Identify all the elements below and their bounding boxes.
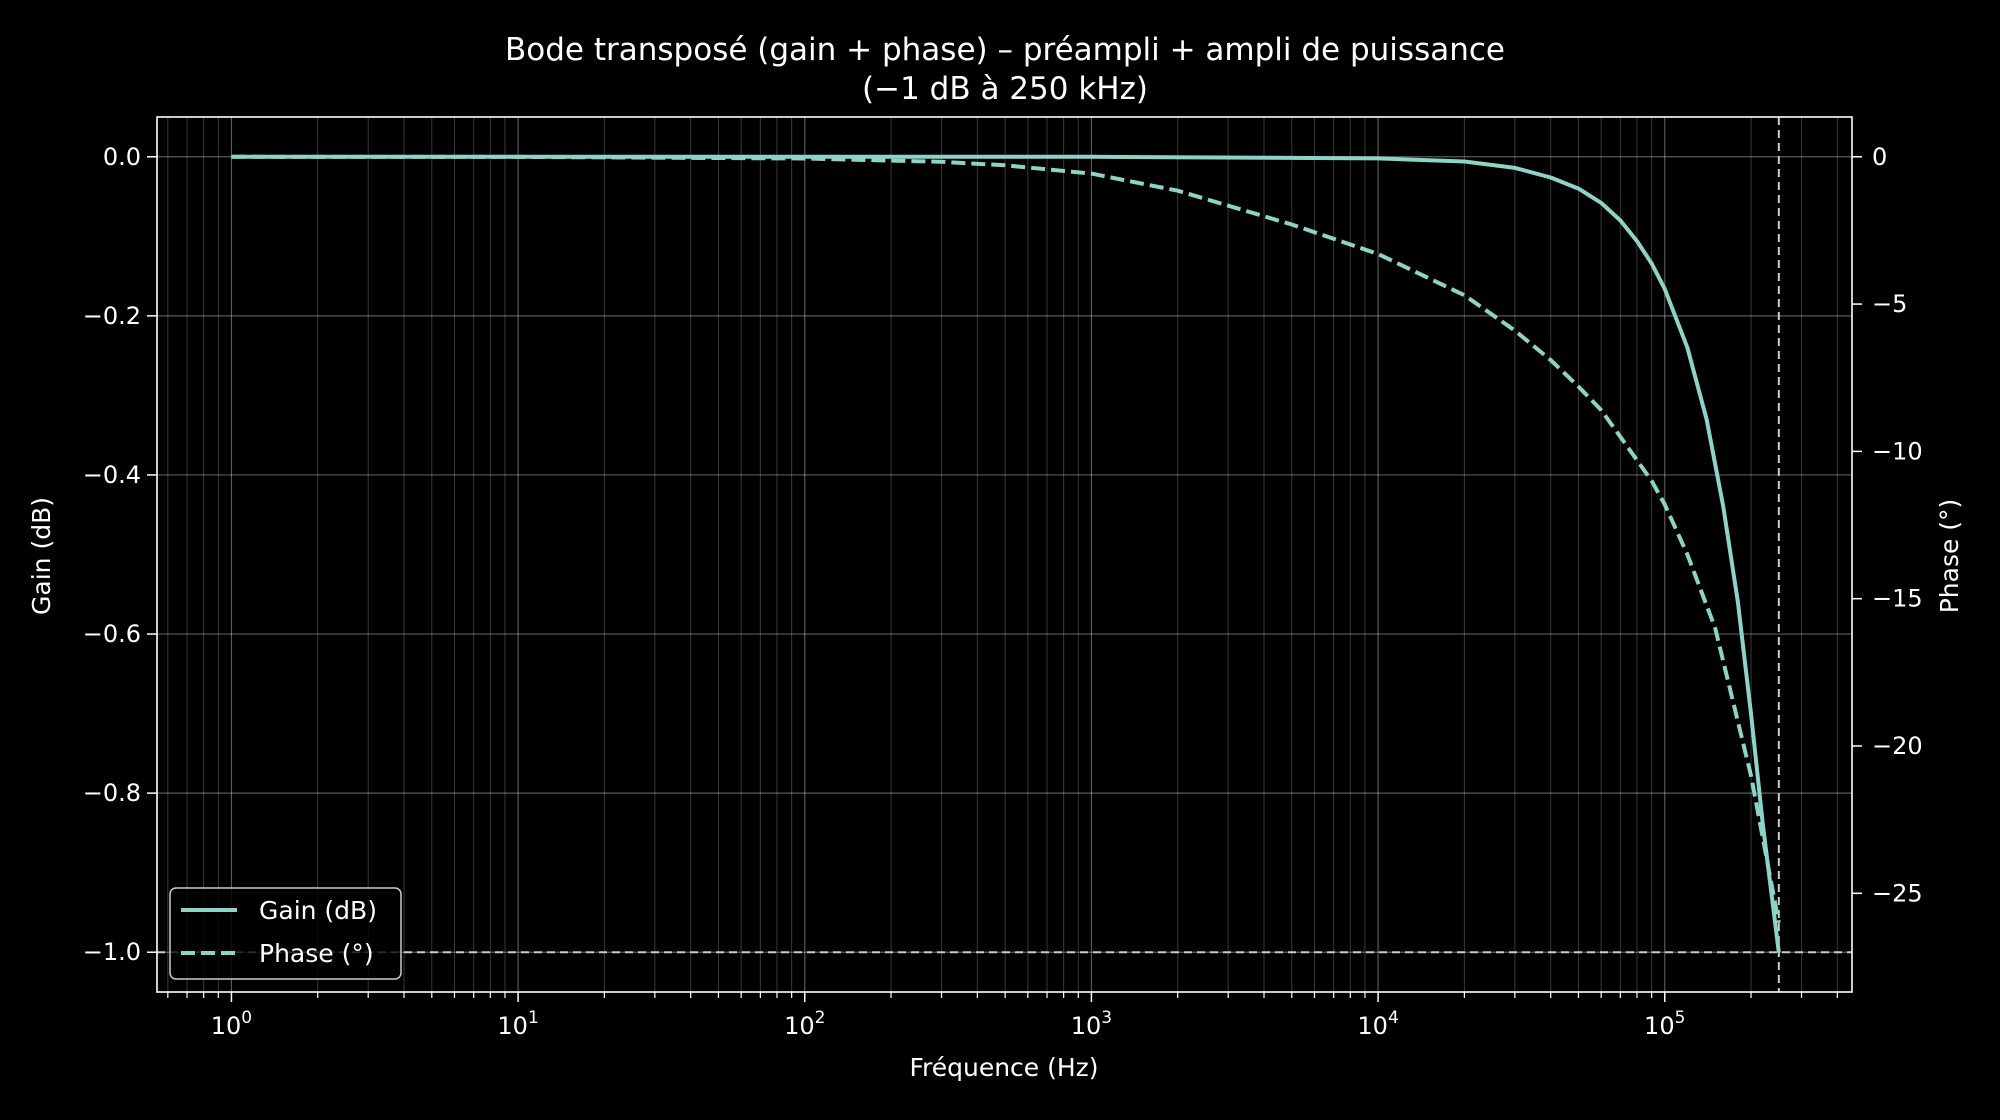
y2-tick-label: −10 — [1872, 437, 1923, 465]
x-tick-label-base: 10 — [497, 1012, 528, 1040]
x-tick-label: 105 — [1644, 1008, 1685, 1040]
x-tick-label: 102 — [784, 1008, 825, 1040]
x-tick-label: 103 — [1071, 1008, 1112, 1040]
reference-lines — [157, 117, 1852, 992]
x-tick-label-base: 10 — [1644, 1012, 1675, 1040]
x-tick-label: 104 — [1357, 1008, 1398, 1040]
x-tick-label-exponent: 0 — [241, 1008, 252, 1028]
legend-gain-label: Gain (dB) — [259, 896, 377, 925]
y-tick-label: −0.6 — [83, 620, 141, 648]
x-tick-label-exponent: 5 — [1675, 1008, 1686, 1028]
x-axis-label: Fréquence (Hz) — [909, 1053, 1098, 1082]
x-tick-label-base: 10 — [211, 1012, 242, 1040]
y-tick-label: −0.8 — [83, 779, 141, 807]
x-tick-label-base: 10 — [784, 1012, 815, 1040]
legend: Gain (dB) Phase (°) — [169, 887, 402, 980]
y2-tick-label: −15 — [1872, 585, 1923, 613]
plot-frame — [156, 116, 1853, 993]
y2-axis-label: Phase (°) — [1935, 499, 1964, 614]
x-tick-label-exponent: 2 — [815, 1008, 826, 1028]
x-tick-label: 101 — [497, 1008, 538, 1040]
x-tick-label-exponent: 3 — [1101, 1008, 1112, 1028]
x-tick-label-base: 10 — [1071, 1012, 1102, 1040]
y2-tick-label: −5 — [1872, 290, 1907, 318]
y-tick-label: −0.4 — [83, 461, 141, 489]
chart-subtitle: (−1 dB à 250 kHz) — [862, 71, 1148, 107]
legend-phase-label: Phase (°) — [259, 939, 374, 968]
y2-tick-label: 0 — [1872, 143, 1887, 171]
phase-series-line — [231, 154, 1781, 924]
y-tick-label: 0.0 — [103, 143, 141, 171]
x-tick-label: 100 — [211, 1008, 252, 1040]
x-tick-label-exponent: 4 — [1388, 1008, 1399, 1028]
y-tick-label: −0.2 — [83, 302, 141, 330]
y2-tick-label: −20 — [1872, 732, 1923, 760]
x-tick-label-exponent: 1 — [528, 1008, 539, 1028]
x-tick-label-base: 10 — [1357, 1012, 1388, 1040]
y2-tick-label: −25 — [1872, 879, 1923, 907]
y-axis-label: Gain (dB) — [27, 497, 56, 615]
gain-series-line — [231, 154, 1781, 953]
y-tick-label: −1.0 — [83, 938, 141, 966]
chart-title: Bode transposé (gain + phase) – préampli… — [505, 32, 1505, 68]
series-lines — [231, 154, 1781, 953]
y2-axis-ticks: 0 −5 −10 −15 −20 −25 — [1852, 143, 1923, 907]
grid — [157, 117, 1852, 992]
y-axis-ticks: 0.0 −0.2 −0.4 −0.6 −0.8 −1.0 — [83, 143, 157, 966]
x-axis-ticks: 100 101 102 103 104 105 — [167, 992, 1838, 1040]
